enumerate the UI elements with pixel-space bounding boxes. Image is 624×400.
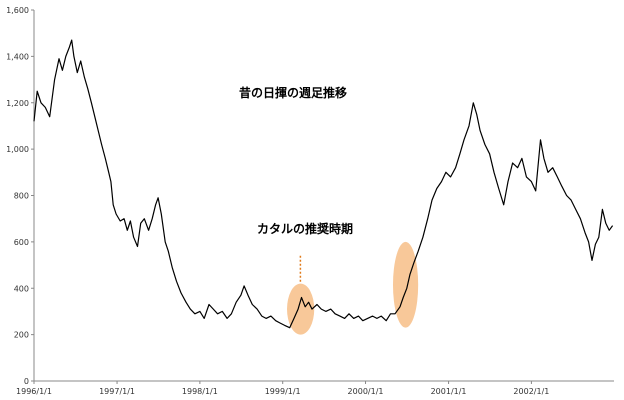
highlight-ellipse-1 <box>392 241 419 328</box>
y-tick-label: 0 <box>24 377 29 386</box>
highlight-ellipse-0 <box>287 283 315 335</box>
y-tick-label: 1,400 <box>6 52 29 61</box>
y-tick-label: 200 <box>14 331 29 340</box>
y-tick-label: 1,600 <box>6 6 29 15</box>
x-tick-label: 1997/1/1 <box>99 387 135 396</box>
y-ticks: 0 200 400 600 800 1,000 1,200 1,400 1,600 <box>6 6 34 386</box>
y-tick-label: 600 <box>14 238 29 247</box>
annotation-recommend: カタルの推奨時期 <box>257 221 353 236</box>
highlight-layer <box>287 241 419 335</box>
x-tick-label: 2001/1/1 <box>431 387 467 396</box>
x-tick-label: 2002/1/1 <box>513 387 549 396</box>
x-ticks: 1996/1/1 1997/1/1 1998/1/1 1999/1/1 2000/1/1… <box>16 381 549 396</box>
series-line-0 <box>33 39 614 329</box>
annotation-title: 昔の日揮の週足推移 <box>239 85 347 100</box>
y-tick-label: 1,200 <box>6 99 29 108</box>
y-tick-label: 800 <box>14 192 29 201</box>
y-tick-label: 400 <box>14 284 29 293</box>
axes <box>33 10 614 382</box>
x-tick-label: 1996/1/1 <box>16 387 52 396</box>
y-tick-label: 1,000 <box>6 145 29 154</box>
x-tick-label: 1998/1/1 <box>182 387 218 396</box>
x-tick-label: 2000/1/1 <box>348 387 384 396</box>
series-layer <box>33 39 614 329</box>
x-tick-label: 1999/1/1 <box>265 387 301 396</box>
